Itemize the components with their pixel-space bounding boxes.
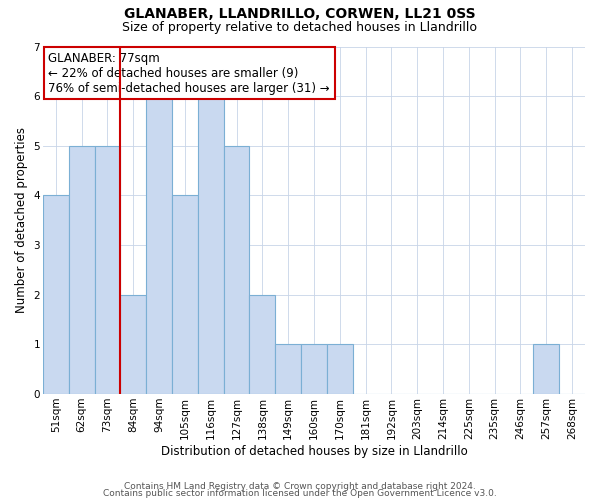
- Bar: [198, 96, 224, 394]
- Bar: [69, 146, 95, 394]
- Bar: [301, 344, 327, 394]
- Bar: [121, 294, 146, 394]
- Y-axis label: Number of detached properties: Number of detached properties: [15, 128, 28, 314]
- Bar: [327, 344, 353, 394]
- Text: Contains HM Land Registry data © Crown copyright and database right 2024.: Contains HM Land Registry data © Crown c…: [124, 482, 476, 491]
- X-axis label: Distribution of detached houses by size in Llandrillo: Distribution of detached houses by size …: [161, 444, 467, 458]
- Bar: [275, 344, 301, 394]
- Bar: [172, 196, 198, 394]
- Bar: [250, 294, 275, 394]
- Text: GLANABER: 77sqm
← 22% of detached houses are smaller (9)
76% of semi-detached ho: GLANABER: 77sqm ← 22% of detached houses…: [49, 52, 330, 94]
- Bar: [146, 96, 172, 394]
- Text: Size of property relative to detached houses in Llandrillo: Size of property relative to detached ho…: [122, 21, 478, 34]
- Bar: [533, 344, 559, 394]
- Bar: [43, 196, 69, 394]
- Bar: [95, 146, 121, 394]
- Text: Contains public sector information licensed under the Open Government Licence v3: Contains public sector information licen…: [103, 489, 497, 498]
- Text: GLANABER, LLANDRILLO, CORWEN, LL21 0SS: GLANABER, LLANDRILLO, CORWEN, LL21 0SS: [124, 8, 476, 22]
- Bar: [224, 146, 250, 394]
